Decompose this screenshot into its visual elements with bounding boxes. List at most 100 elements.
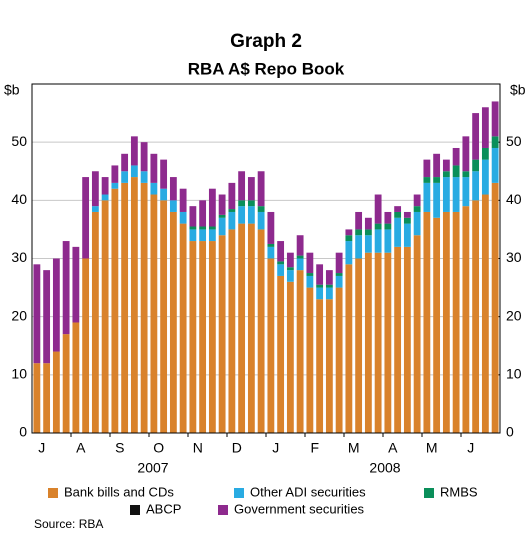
source-note: Source: RBA xyxy=(34,517,103,531)
bar-segment xyxy=(384,229,392,253)
bar-segment xyxy=(423,182,431,212)
bar-segment xyxy=(228,209,236,212)
bar-segment xyxy=(62,241,70,335)
bar-segment xyxy=(208,241,216,433)
bar-segment xyxy=(403,217,411,224)
bar-segment xyxy=(82,177,90,259)
bar-segment xyxy=(433,217,441,433)
y2-axis-label: $b xyxy=(510,82,526,98)
bar-segment xyxy=(52,258,60,352)
bar-segment xyxy=(306,287,314,433)
x-tick-label: F xyxy=(310,440,319,456)
bar-segment xyxy=(267,258,275,433)
bar-segment xyxy=(257,229,265,433)
legend-swatch xyxy=(130,505,140,515)
bar-segment xyxy=(452,165,460,178)
bar-segment xyxy=(199,200,207,227)
bar-segment xyxy=(452,147,460,166)
bar-segment xyxy=(121,171,129,183)
bar-segment xyxy=(345,235,353,242)
bar-segment xyxy=(33,363,41,433)
bar-segment xyxy=(413,206,421,212)
bar-segment xyxy=(306,252,314,274)
bar-segment xyxy=(335,273,343,276)
bar-segment xyxy=(101,177,109,195)
bar-segment xyxy=(423,177,431,183)
y2-tick-label: 20 xyxy=(506,307,522,323)
bar-segment xyxy=(364,235,372,253)
year-label: 2007 xyxy=(137,460,168,476)
bar-segment xyxy=(423,159,431,178)
bar-segment xyxy=(394,246,402,433)
bar-segment xyxy=(491,136,499,148)
bar-segment xyxy=(189,229,197,242)
y2-tick-label: 0 xyxy=(506,424,514,440)
bar-segment xyxy=(130,177,138,433)
bar-segment xyxy=(130,165,138,178)
bar-segment xyxy=(247,223,255,433)
bar-segment xyxy=(433,182,441,218)
bar-segment xyxy=(296,235,304,256)
legend-swatch xyxy=(48,488,58,498)
bar-segment xyxy=(218,214,226,218)
bar-segment xyxy=(433,153,441,178)
legend-swatch xyxy=(218,505,228,515)
x-tick-label: D xyxy=(232,440,242,456)
bar-segment xyxy=(179,223,187,433)
bar-segment xyxy=(140,171,148,183)
x-tick-label: J xyxy=(272,440,279,456)
bar-segment xyxy=(218,194,226,215)
bar-segment xyxy=(189,241,197,433)
bar-segment xyxy=(257,211,265,230)
bar-segment xyxy=(491,182,499,433)
bar-segment xyxy=(452,211,460,433)
bar-segment xyxy=(472,159,480,172)
bar-segment xyxy=(179,188,187,212)
bar-segment xyxy=(316,284,324,288)
bar-segment xyxy=(462,206,470,433)
x-tick-label: S xyxy=(115,440,124,456)
y-tick-label: 0 xyxy=(19,424,27,440)
bar-segment xyxy=(121,153,129,172)
y2-tick-label: 40 xyxy=(506,191,522,207)
bar-segment xyxy=(150,194,158,433)
y2-tick-label: 30 xyxy=(506,249,522,265)
bar-segment xyxy=(111,188,119,433)
bar-segment xyxy=(394,217,402,247)
bar-segment xyxy=(62,334,70,433)
bar-segment xyxy=(228,182,236,210)
bar-segment xyxy=(384,211,392,224)
bar-segment xyxy=(394,211,402,218)
bar-segment xyxy=(481,147,489,160)
legend-label: Government securities xyxy=(234,501,365,516)
bar-segment xyxy=(238,171,246,201)
bar-segment xyxy=(384,252,392,433)
bar-segment xyxy=(364,252,372,433)
bar-segment xyxy=(374,223,382,230)
bar-segment xyxy=(316,264,324,285)
bar-segment xyxy=(277,241,285,262)
bar-segment xyxy=(52,351,60,433)
bar-segment xyxy=(335,275,343,288)
bar-segment xyxy=(43,363,51,433)
bar-segment xyxy=(442,177,450,212)
bar-segment xyxy=(433,177,441,183)
x-tick-label: J xyxy=(467,440,474,456)
bar-segment xyxy=(228,211,236,230)
bar-segment xyxy=(82,258,90,433)
y-tick-label: 30 xyxy=(11,249,27,265)
bar-segment xyxy=(277,264,285,276)
bar-segment xyxy=(286,252,294,268)
bar-segment xyxy=(72,246,80,323)
chart-title: Graph 2 xyxy=(230,31,302,52)
bar-segment xyxy=(403,223,411,247)
bar-segment xyxy=(91,206,99,212)
bar-segment xyxy=(384,223,392,230)
bar-segment xyxy=(374,194,382,224)
bar-segment xyxy=(91,211,99,433)
legend-label: Bank bills and CDs xyxy=(64,484,174,499)
bar-segment xyxy=(325,299,333,433)
bar-segment xyxy=(481,107,489,148)
y-tick-label: 10 xyxy=(11,366,27,382)
bar-segment xyxy=(238,223,246,433)
